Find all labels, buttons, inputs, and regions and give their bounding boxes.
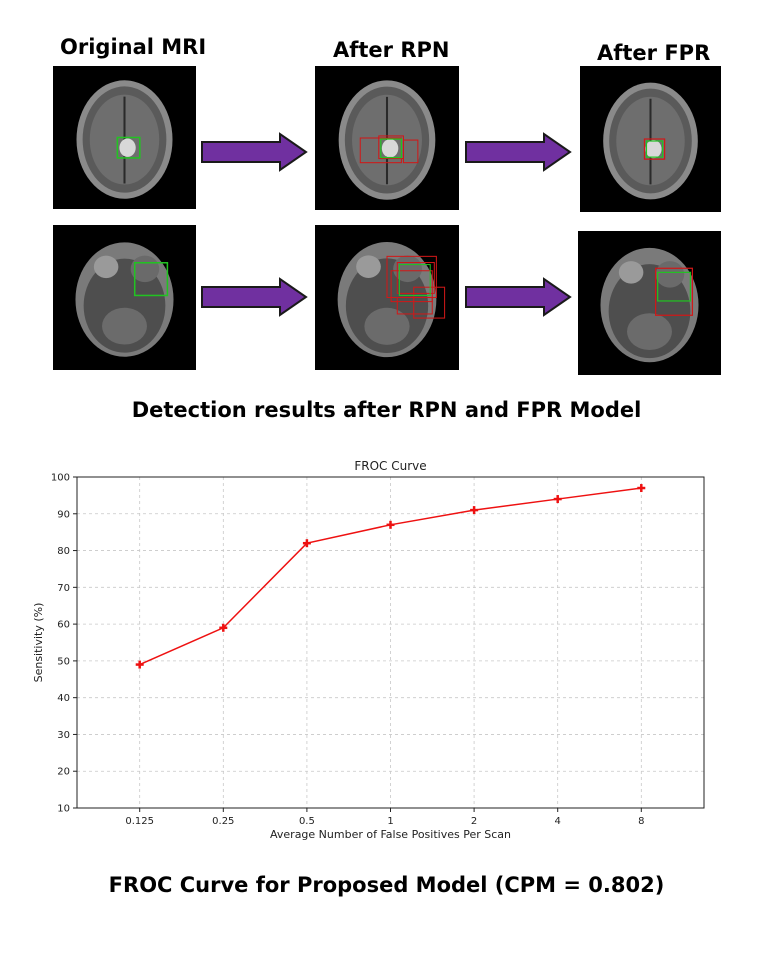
column-title-fpr: After FPR xyxy=(597,41,711,65)
detection-caption: Detection results after RPN and FPR Mode… xyxy=(131,398,642,422)
x-tick-label: 2 xyxy=(471,816,477,827)
chart-title: FROC Curve xyxy=(354,459,426,473)
arrow-right-icon xyxy=(465,277,572,317)
y-axis-label: Sensitivity (%) xyxy=(32,603,45,683)
data-point-marker xyxy=(637,484,646,493)
data-point-marker xyxy=(219,623,228,632)
froc-chart: 10 20 30 40 50 60 70 80 90 100 0.125 0.25 0.5 1 2 4 8 FRO… xyxy=(32,459,705,841)
y-tick-label: 30 xyxy=(57,730,70,741)
x-tick-label: 0.25 xyxy=(212,816,234,827)
y-tick-label: 60 xyxy=(57,620,70,631)
x-axis-label: Average Number of False Positives Per Sc… xyxy=(270,828,511,841)
x-tick-label: 0.5 xyxy=(299,816,315,827)
x-tick-label: 4 xyxy=(555,816,561,827)
mri-orbital-after-rpn xyxy=(315,225,459,370)
x-tick-label: 1 xyxy=(387,816,393,827)
data-point-marker xyxy=(553,495,562,504)
y-tick-label: 20 xyxy=(57,767,70,778)
x-tick-label: 8 xyxy=(638,816,644,827)
y-tick-label: 70 xyxy=(57,583,70,594)
mri-axial-after-fpr xyxy=(580,66,721,212)
x-tick-label: 0.125 xyxy=(125,816,154,827)
froc-caption: FROC Curve for Proposed Model (CPM = 0.8… xyxy=(108,873,665,897)
column-title-rpn: After RPN xyxy=(333,38,450,62)
column-title-original: Original MRI xyxy=(60,35,207,59)
y-tick-label: 90 xyxy=(57,509,70,520)
mri-axial-after-rpn xyxy=(315,66,459,210)
arrow-right-icon xyxy=(201,132,308,172)
mri-axial-original xyxy=(53,66,196,209)
data-point-marker xyxy=(470,506,479,515)
data-point-marker xyxy=(135,660,144,669)
y-tick-label: 80 xyxy=(57,546,70,557)
data-point-marker xyxy=(302,539,311,548)
mri-orbital-original xyxy=(53,225,196,370)
mri-orbital-after-fpr xyxy=(578,231,721,375)
y-tick-label: 50 xyxy=(57,656,70,667)
data-point-marker xyxy=(386,520,395,529)
y-tick-label: 40 xyxy=(57,693,70,704)
arrow-right-icon xyxy=(465,132,572,172)
y-tick-label: 10 xyxy=(57,804,70,815)
arrow-right-icon xyxy=(201,277,308,317)
y-tick-label: 100 xyxy=(51,473,70,484)
